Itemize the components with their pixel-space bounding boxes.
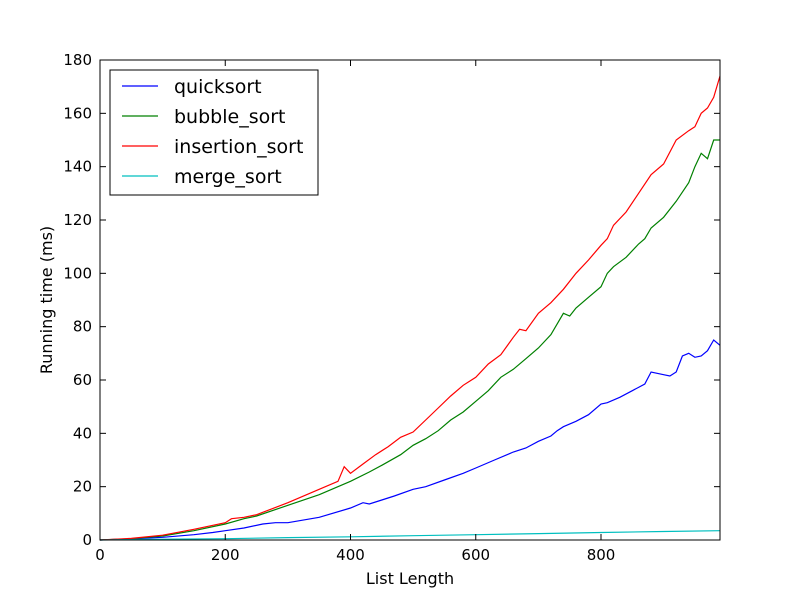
y-tick-label: 60: [73, 371, 92, 389]
plot-frame: [99, 59, 721, 541]
y-tick-label: 80: [73, 318, 92, 336]
series-line-merge-sort: [99, 530, 721, 541]
y-tick-label: 160: [63, 104, 92, 122]
legend-label: quicksort: [174, 76, 262, 98]
x-tick-label: 800: [587, 546, 616, 564]
series-layer: [99, 75, 721, 541]
y-tick-label: 180: [63, 51, 92, 69]
legend-label: merge_sort: [174, 166, 282, 188]
y-tick-label: 0: [82, 531, 92, 549]
y-tick-label: 140: [63, 158, 92, 176]
y-tick-label: 100: [63, 264, 92, 282]
series-line-insertion-sort: [99, 75, 721, 541]
legend-label: bubble_sort: [174, 106, 285, 128]
legend: quicksort bubble_sort insertion_sort merge_…: [109, 69, 319, 196]
y-tick-label: 120: [63, 211, 92, 229]
y-tick-label: 20: [73, 478, 92, 496]
y-tick-label: 40: [73, 424, 92, 442]
tick-layer: 0 200 400 600 800 0 20 40 60 80 100 120 140 160 180: [63, 51, 720, 564]
x-axis-label: List Length: [366, 569, 454, 588]
series-line-bubble-sort: [99, 139, 720, 541]
x-tick-label: 0: [95, 546, 105, 564]
series-line-quicksort: [99, 339, 721, 541]
x-tick-label: 400: [336, 546, 365, 564]
y-axis-label: Running time (ms): [37, 226, 56, 374]
legend-label: insertion_sort: [174, 136, 303, 158]
x-tick-label: 600: [461, 546, 490, 564]
x-tick-label: 200: [211, 546, 240, 564]
legend-box: [109, 69, 319, 196]
